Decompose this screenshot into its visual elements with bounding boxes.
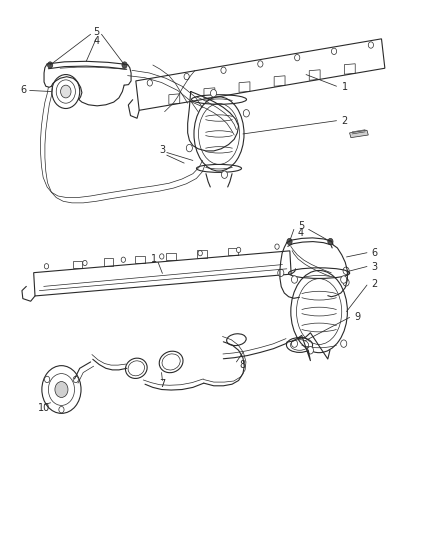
Text: 1: 1 xyxy=(342,82,348,92)
Circle shape xyxy=(291,340,297,348)
Circle shape xyxy=(258,61,263,67)
Text: 5: 5 xyxy=(93,27,99,37)
Text: 8: 8 xyxy=(240,360,246,369)
Circle shape xyxy=(122,62,127,68)
Circle shape xyxy=(73,376,78,383)
Circle shape xyxy=(59,407,64,413)
Text: 1: 1 xyxy=(151,254,157,264)
Circle shape xyxy=(243,110,249,117)
Circle shape xyxy=(186,144,192,152)
Text: 6: 6 xyxy=(20,85,26,95)
Circle shape xyxy=(44,264,49,269)
Circle shape xyxy=(332,48,337,54)
Text: 4: 4 xyxy=(298,228,304,238)
Circle shape xyxy=(121,257,126,262)
Circle shape xyxy=(341,276,347,283)
Polygon shape xyxy=(350,130,368,138)
Text: 10: 10 xyxy=(38,403,50,413)
Circle shape xyxy=(307,346,314,354)
Circle shape xyxy=(47,62,53,68)
Text: 9: 9 xyxy=(354,312,360,322)
Circle shape xyxy=(60,85,71,98)
Circle shape xyxy=(198,251,202,256)
Circle shape xyxy=(275,244,279,249)
Circle shape xyxy=(184,74,189,80)
Text: 5: 5 xyxy=(298,221,304,231)
Circle shape xyxy=(287,238,292,245)
Circle shape xyxy=(83,260,87,265)
Text: 4: 4 xyxy=(93,36,99,46)
Text: 2: 2 xyxy=(342,116,348,126)
Circle shape xyxy=(222,171,227,179)
Circle shape xyxy=(368,42,374,48)
Circle shape xyxy=(341,340,347,348)
Circle shape xyxy=(55,382,68,398)
Text: 3: 3 xyxy=(371,262,378,271)
Circle shape xyxy=(45,376,50,383)
Circle shape xyxy=(221,67,226,74)
Circle shape xyxy=(343,267,349,274)
Circle shape xyxy=(211,90,216,97)
Text: 6: 6 xyxy=(371,248,378,258)
Circle shape xyxy=(328,238,333,245)
Circle shape xyxy=(147,80,152,86)
Circle shape xyxy=(237,247,241,253)
Text: 2: 2 xyxy=(371,279,378,289)
Circle shape xyxy=(343,279,349,286)
Circle shape xyxy=(159,254,164,259)
Text: 3: 3 xyxy=(159,145,166,155)
Circle shape xyxy=(291,276,297,283)
Circle shape xyxy=(278,269,284,277)
Circle shape xyxy=(295,54,300,61)
Text: 7: 7 xyxy=(159,379,166,389)
